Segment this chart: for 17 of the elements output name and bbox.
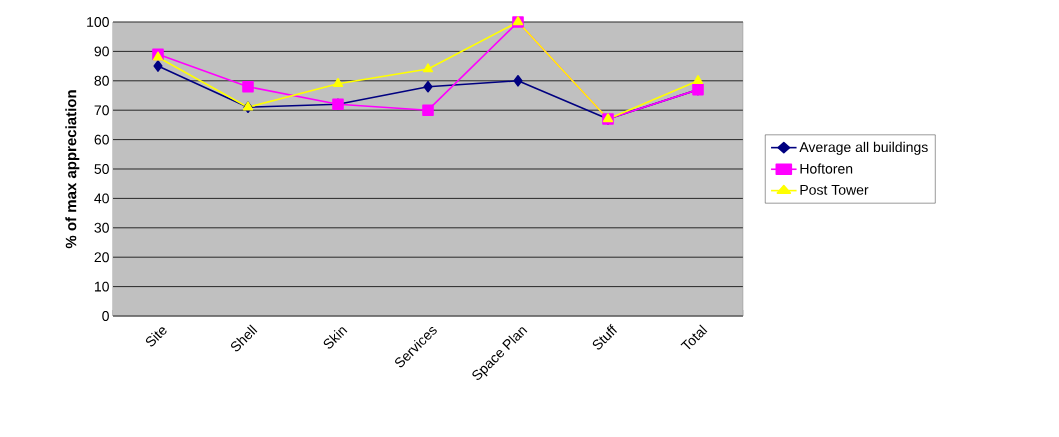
legend-label: Hoftoren bbox=[800, 163, 853, 174]
x-tick-label: Site bbox=[145, 327, 167, 347]
y-tick-label: 50 bbox=[94, 164, 109, 174]
y-tick-label: 0 bbox=[102, 311, 109, 321]
y-tick-label: 60 bbox=[94, 134, 109, 145]
y-tick-label: 80 bbox=[94, 75, 109, 86]
legend-label: Post Tower bbox=[800, 185, 869, 195]
y-tick-label: 40 bbox=[94, 193, 109, 204]
legend-label: Average all buildings bbox=[799, 141, 928, 155]
y-tick-label: 70 bbox=[94, 105, 109, 116]
y-axis-title: % of max appreciation bbox=[65, 90, 80, 249]
y-tick-label: 20 bbox=[94, 252, 109, 263]
y-tick-label: 30 bbox=[94, 222, 109, 233]
x-tick-label: Skin bbox=[323, 327, 348, 349]
y-tick-label: 10 bbox=[94, 281, 109, 292]
y-tick-label: 100 bbox=[87, 17, 109, 27]
y-tick-label: 90 bbox=[94, 46, 109, 57]
